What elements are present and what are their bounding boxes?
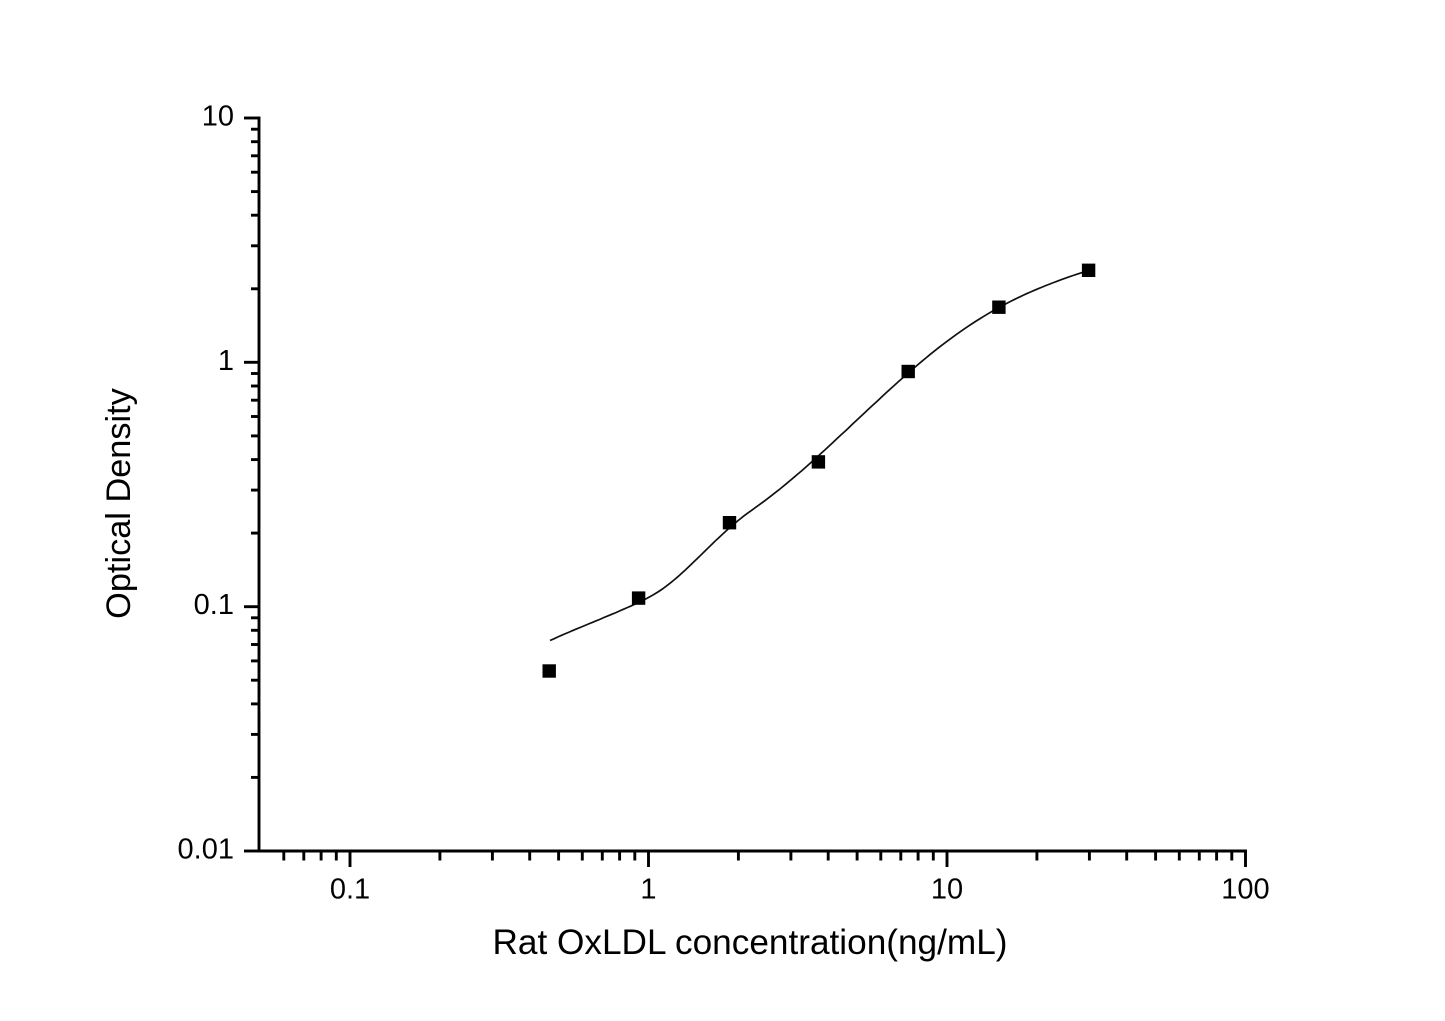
- svg-text:10: 10: [202, 101, 234, 133]
- svg-text:0.1: 0.1: [330, 874, 370, 906]
- svg-text:Rat OxLDL concentration(ng/mL): Rat OxLDL concentration(ng/mL): [492, 923, 1007, 962]
- svg-text:1: 1: [640, 874, 656, 906]
- svg-text:100: 100: [1221, 874, 1269, 906]
- svg-text:0.1: 0.1: [194, 589, 234, 621]
- svg-text:10: 10: [931, 874, 963, 906]
- svg-text:Optical Density: Optical Density: [100, 387, 138, 618]
- svg-text:1: 1: [218, 345, 234, 377]
- svg-text:0.01: 0.01: [178, 834, 234, 866]
